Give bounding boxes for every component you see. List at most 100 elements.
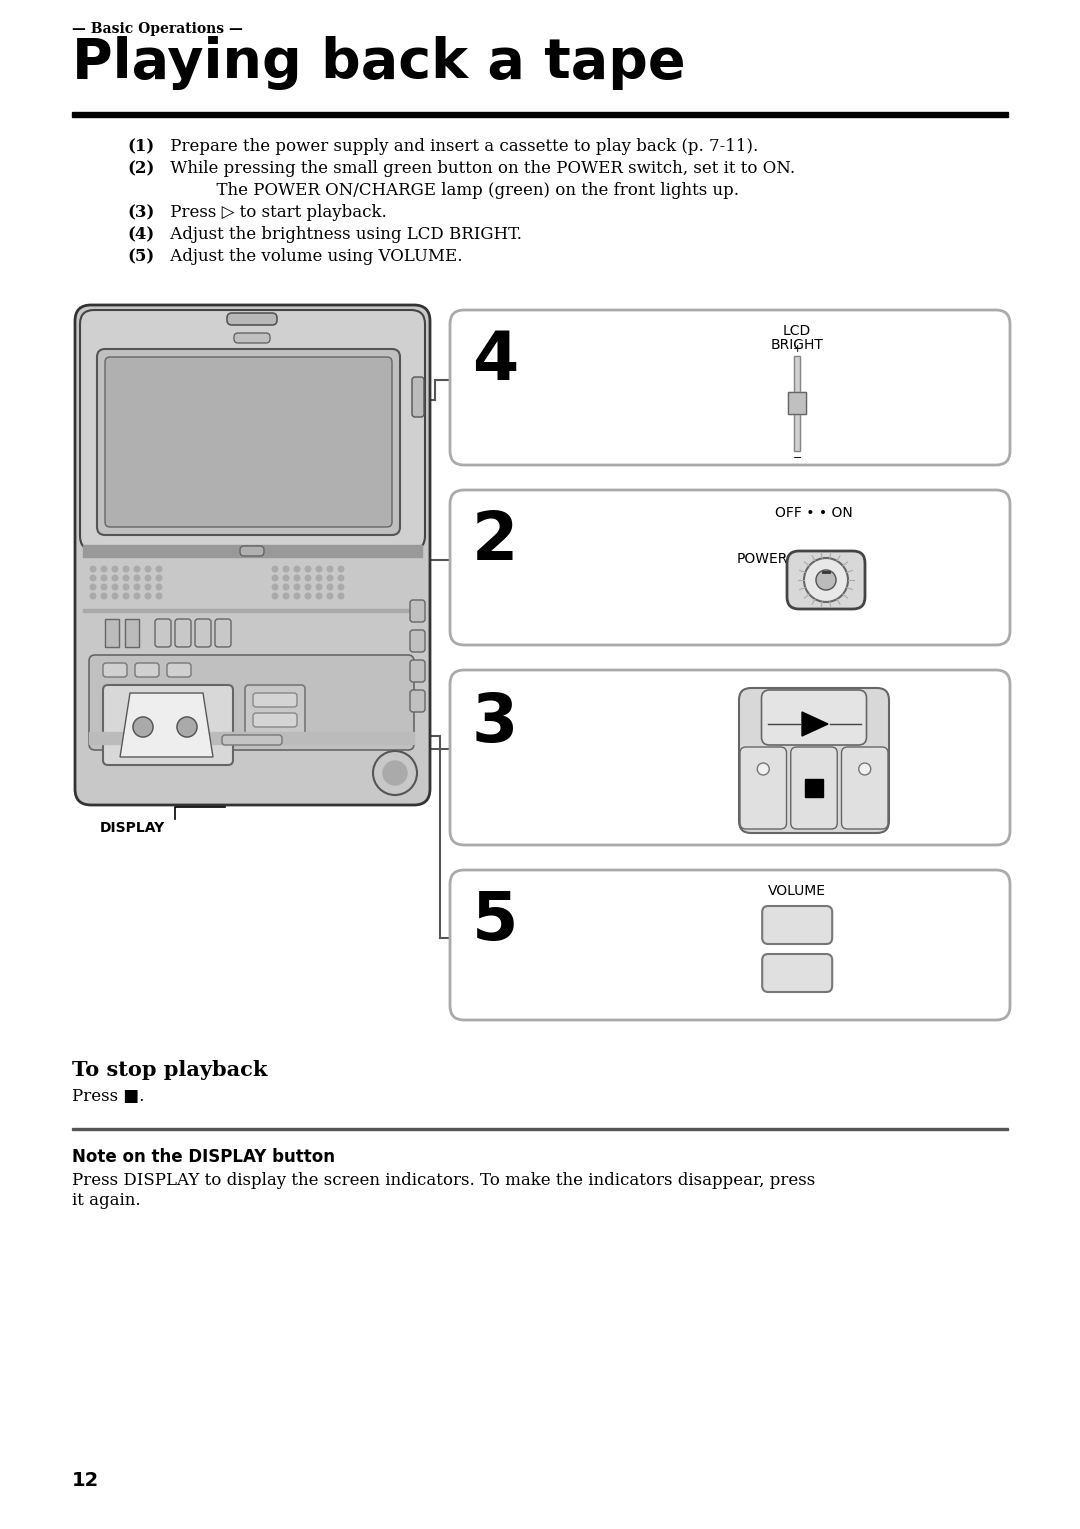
Circle shape bbox=[91, 593, 96, 599]
Text: Playing back a tape: Playing back a tape bbox=[72, 37, 686, 90]
FancyBboxPatch shape bbox=[75, 304, 430, 804]
Circle shape bbox=[112, 575, 118, 581]
FancyBboxPatch shape bbox=[195, 619, 211, 647]
FancyBboxPatch shape bbox=[222, 735, 282, 745]
Text: DISPLAY: DISPLAY bbox=[100, 821, 165, 835]
Circle shape bbox=[757, 763, 769, 775]
Circle shape bbox=[134, 584, 139, 590]
Circle shape bbox=[383, 761, 407, 784]
FancyBboxPatch shape bbox=[240, 546, 264, 557]
Text: 4: 4 bbox=[472, 329, 518, 394]
Circle shape bbox=[272, 566, 278, 572]
Text: — Basic Operations —: — Basic Operations — bbox=[72, 21, 243, 37]
FancyBboxPatch shape bbox=[761, 690, 866, 745]
Circle shape bbox=[283, 593, 288, 599]
FancyBboxPatch shape bbox=[156, 619, 171, 647]
Circle shape bbox=[112, 566, 118, 572]
Text: 3: 3 bbox=[472, 690, 518, 755]
Circle shape bbox=[134, 566, 139, 572]
Text: Adjust the brightness using LCD BRIGHT.: Adjust the brightness using LCD BRIGHT. bbox=[165, 226, 522, 243]
Text: Press DISPLAY to display the screen indicators. To make the indicators disappear: Press DISPLAY to display the screen indi… bbox=[72, 1173, 815, 1208]
Circle shape bbox=[134, 575, 139, 581]
FancyBboxPatch shape bbox=[410, 661, 426, 682]
Bar bbox=[788, 391, 806, 414]
Circle shape bbox=[145, 593, 151, 599]
FancyBboxPatch shape bbox=[245, 685, 305, 735]
Bar bbox=[72, 112, 1008, 118]
Circle shape bbox=[91, 584, 96, 590]
Circle shape bbox=[157, 593, 162, 599]
FancyBboxPatch shape bbox=[450, 670, 1010, 846]
Circle shape bbox=[134, 593, 139, 599]
Text: Press ▷ to start playback.: Press ▷ to start playback. bbox=[165, 203, 387, 222]
Text: 2: 2 bbox=[472, 508, 518, 573]
Circle shape bbox=[133, 717, 153, 737]
FancyBboxPatch shape bbox=[167, 664, 191, 677]
Bar bbox=[83, 544, 422, 557]
Text: Adjust the volume using VOLUME.: Adjust the volume using VOLUME. bbox=[165, 248, 462, 265]
Circle shape bbox=[316, 566, 322, 572]
Circle shape bbox=[316, 584, 322, 590]
Circle shape bbox=[338, 584, 343, 590]
Circle shape bbox=[102, 584, 107, 590]
Text: LCD: LCD bbox=[783, 324, 811, 338]
FancyBboxPatch shape bbox=[410, 690, 426, 713]
FancyBboxPatch shape bbox=[253, 713, 297, 726]
Circle shape bbox=[283, 566, 288, 572]
Text: VOLUME: VOLUME bbox=[768, 884, 826, 898]
Bar bbox=[794, 356, 800, 451]
Circle shape bbox=[272, 575, 278, 581]
FancyBboxPatch shape bbox=[410, 599, 426, 622]
FancyBboxPatch shape bbox=[135, 664, 159, 677]
FancyBboxPatch shape bbox=[227, 313, 276, 326]
Bar bbox=[794, 356, 800, 451]
FancyBboxPatch shape bbox=[105, 356, 392, 528]
FancyBboxPatch shape bbox=[450, 870, 1010, 1020]
Text: To stop playback: To stop playback bbox=[72, 1060, 268, 1079]
Circle shape bbox=[338, 566, 343, 572]
Text: (2): (2) bbox=[127, 161, 154, 177]
Text: (4): (4) bbox=[127, 226, 154, 243]
Text: 12: 12 bbox=[72, 1471, 99, 1489]
FancyBboxPatch shape bbox=[411, 378, 424, 417]
Text: STOP: STOP bbox=[800, 752, 827, 763]
Circle shape bbox=[272, 593, 278, 599]
Text: (5): (5) bbox=[127, 248, 154, 265]
FancyBboxPatch shape bbox=[762, 954, 833, 992]
Circle shape bbox=[306, 593, 311, 599]
FancyBboxPatch shape bbox=[234, 333, 270, 342]
Text: +: + bbox=[785, 911, 809, 939]
Bar bbox=[788, 391, 806, 414]
Circle shape bbox=[91, 566, 96, 572]
FancyBboxPatch shape bbox=[841, 748, 888, 829]
Circle shape bbox=[112, 593, 118, 599]
Circle shape bbox=[327, 566, 333, 572]
FancyBboxPatch shape bbox=[80, 310, 426, 550]
Circle shape bbox=[123, 593, 129, 599]
FancyBboxPatch shape bbox=[787, 550, 865, 609]
FancyBboxPatch shape bbox=[762, 907, 833, 943]
Circle shape bbox=[102, 593, 107, 599]
FancyBboxPatch shape bbox=[215, 619, 231, 647]
Text: Prepare the power supply and insert a cassette to play back (p. 7-11).: Prepare the power supply and insert a ca… bbox=[165, 138, 758, 154]
Circle shape bbox=[157, 566, 162, 572]
Circle shape bbox=[272, 584, 278, 590]
FancyBboxPatch shape bbox=[97, 349, 400, 535]
FancyBboxPatch shape bbox=[739, 688, 889, 833]
Bar bbox=[125, 619, 139, 647]
Bar bbox=[83, 609, 422, 612]
Circle shape bbox=[327, 584, 333, 590]
Circle shape bbox=[157, 575, 162, 581]
Text: OFF • • ON: OFF • • ON bbox=[775, 506, 853, 520]
FancyBboxPatch shape bbox=[103, 685, 233, 764]
Text: PLAY: PLAY bbox=[799, 699, 829, 711]
Circle shape bbox=[145, 584, 151, 590]
FancyBboxPatch shape bbox=[791, 748, 837, 829]
Circle shape bbox=[123, 584, 129, 590]
Circle shape bbox=[157, 584, 162, 590]
Text: −: − bbox=[793, 453, 801, 463]
Text: 5: 5 bbox=[472, 888, 518, 954]
Text: ►►: ►► bbox=[853, 781, 877, 797]
Text: +: + bbox=[793, 344, 801, 355]
Circle shape bbox=[306, 575, 311, 581]
